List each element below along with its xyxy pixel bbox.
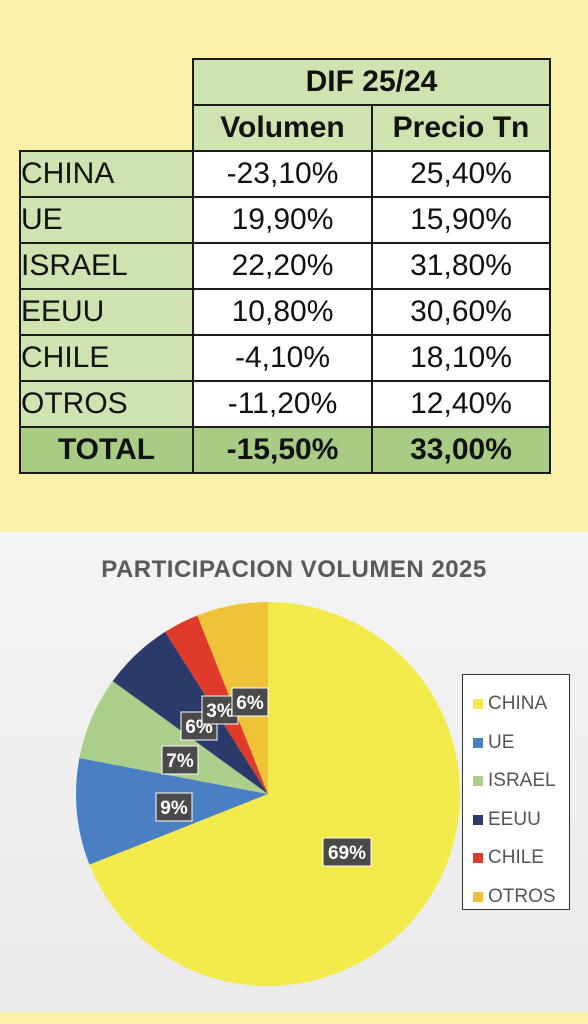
slice-label-otros: 6% [231, 687, 269, 717]
volumen-cell: -23,10% [192, 150, 373, 198]
total-volumen: -15,50% [192, 426, 373, 474]
table-subheader-row: Volumen Precio Tn [20, 104, 551, 152]
slice-label-text: 7% [166, 751, 194, 772]
chart-legend: CHINA UE ISRAEL EEUU CHILE OTROS [462, 674, 570, 910]
table-row: UE 19,90% 15,90% [19, 196, 551, 244]
slice-label-ue: 9% [155, 792, 193, 822]
country-cell: EEUU [19, 288, 194, 336]
legend-label: UE [488, 731, 515, 753]
dif-table: DIF 25/24 Volumen Precio Tn CHINA -23,10% 25,… [19, 58, 551, 474]
legend-item-ue: UE [463, 724, 569, 763]
pie-slice-china [89, 602, 461, 986]
legend-item-otros: OTROS [463, 878, 569, 917]
legend-label: CHINA [488, 693, 548, 715]
blank-cell [20, 59, 193, 105]
legend-swatch [473, 814, 483, 825]
bottom-strip [0, 1012, 588, 1024]
table-row: ISRAEL 22,20% 31,80% [19, 242, 551, 290]
legend-swatch [473, 699, 483, 710]
legend-item-china: CHINA [463, 685, 569, 724]
precio-cell: 25,40% [371, 150, 551, 198]
chart-title: PARTICIPACION VOLUMEN 2025 [101, 556, 487, 583]
legend-label: CHILE [488, 847, 544, 869]
slice-label-text: 3% [206, 701, 234, 722]
total-label: TOTAL [19, 426, 194, 474]
table-row: CHINA -23,10% 25,40% [19, 150, 551, 198]
legend-label: EEUU [488, 808, 541, 830]
precio-cell: 18,10% [371, 334, 551, 382]
precio-cell: 30,60% [371, 288, 551, 336]
legend-label: ISRAEL [488, 770, 556, 792]
precio-cell: 31,80% [371, 242, 551, 290]
legend-swatch [473, 737, 483, 748]
legend-swatch [473, 776, 483, 787]
legend-label: OTROS [488, 885, 556, 907]
slice-label-text: 6% [236, 693, 264, 714]
pie-slice-israel [79, 681, 268, 794]
country-cell: CHILE [19, 334, 194, 382]
legend-item-eeuu: EEUU [463, 801, 569, 840]
slice-label-china: 69% [322, 837, 372, 867]
blank-cell [20, 105, 193, 151]
volumen-cell: -11,20% [192, 380, 373, 428]
legend-item-chile: CHILE [463, 839, 569, 878]
slice-label-text: 9% [160, 798, 188, 819]
legend-swatch [473, 891, 483, 902]
country-cell: UE [19, 196, 194, 244]
volumen-cell: 22,20% [192, 242, 373, 290]
pie-chart: 69%9%7%6%3% 6% [76, 602, 461, 986]
volumen-cell: 10,80% [192, 288, 373, 336]
table-row: EEUU 10,80% 30,60% [19, 288, 551, 336]
country-cell: ISRAEL [19, 242, 194, 290]
legend-item-israel: ISRAEL [463, 762, 569, 801]
table-total-row: TOTAL -15,50% 33,00% [19, 426, 551, 474]
country-cell: OTROS [19, 380, 194, 428]
total-precio: 33,00% [371, 426, 551, 474]
column-header-volumen: Volumen [192, 104, 373, 152]
slice-label-text: 69% [328, 843, 366, 864]
legend-swatch [473, 853, 483, 864]
table-header: DIF 25/24 [192, 58, 551, 106]
precio-cell: 12,40% [371, 380, 551, 428]
precio-cell: 15,90% [371, 196, 551, 244]
table-panel: DIF 25/24 Volumen Precio Tn CHINA -23,10% 25,… [0, 0, 588, 510]
column-header-precio: Precio Tn [371, 104, 551, 152]
table-row: OTROS -11,20% 12,40% [19, 380, 551, 428]
slice-label-israel: 7% [161, 745, 199, 775]
chart-panel: PARTICIPACION VOLUMEN 2025 69% 9% 7% 6% 3% 6%… [0, 532, 588, 1012]
volumen-cell: 19,90% [192, 196, 373, 244]
table-row: CHILE -4,10% 18,10% [19, 334, 551, 382]
country-cell: CHINA [19, 150, 194, 198]
table-header-row: DIF 25/24 [20, 58, 551, 106]
volumen-cell: -4,10% [192, 334, 373, 382]
